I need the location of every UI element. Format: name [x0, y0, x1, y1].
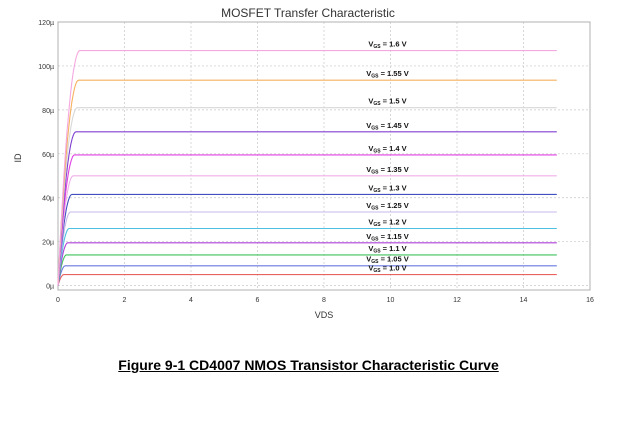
y-tick-label: 80µ: [42, 108, 54, 115]
chart-title: MOSFET Transfer Characteristic: [221, 6, 395, 20]
series-label: VGS = 1.1 V: [368, 244, 406, 255]
series-lines: [57, 50, 557, 286]
y-tick-label: 120µ: [38, 20, 54, 27]
series-label: VGS = 1.4 V: [368, 144, 406, 155]
series-label: VGS = 1.25 V: [366, 201, 408, 212]
y-tick-label: 40µ: [42, 196, 54, 203]
series-line: [57, 50, 557, 286]
y-tick-label: 0µ: [46, 284, 54, 291]
x-tick-label: 10: [387, 297, 395, 304]
x-tick-label: 2: [123, 297, 127, 304]
x-tick-label: 4: [189, 297, 193, 304]
grid: [57, 21, 591, 290]
x-tick-label: 16: [586, 297, 594, 304]
series-line: [57, 227, 557, 286]
y-tick-label: 60µ: [42, 152, 54, 159]
series-label: VGS = 1.55 V: [366, 69, 408, 80]
x-tick-label: 12: [453, 297, 461, 304]
series-line: [57, 254, 557, 286]
x-tick-label: 14: [520, 297, 528, 304]
series-line: [57, 242, 557, 286]
x-tick-label: 6: [256, 297, 260, 304]
series-label: VGS = 1.2 V: [368, 217, 406, 228]
y-tick-label: 100µ: [38, 64, 54, 71]
y-axis-label: ID: [13, 153, 23, 163]
series-label: VGS = 1.15 V: [366, 232, 408, 243]
series-label: VGS = 1.5 V: [368, 97, 406, 108]
y-tick-label: 20µ: [42, 240, 54, 247]
series-label: VGS = 1.45 V: [366, 121, 408, 131]
figure-caption: Figure 9-1 CD4007 NMOS Transistor Charac…: [118, 357, 499, 373]
series-label: VGS = 1.35 V: [366, 165, 408, 176]
plot-frame: [57, 21, 591, 291]
axes: 0 2 4 6 8 10 12 14 16 0µ 20µ 40µ 60µ 80µ 100µ 120µ: [38, 20, 594, 304]
series-label: VGS = 1.05 V: [366, 255, 408, 266]
series-line: [57, 193, 557, 286]
series-label: VGS = 1.0 V: [368, 264, 406, 275]
x-axis-label: VDS: [315, 310, 334, 320]
series-line: [57, 265, 557, 286]
series-line: [57, 175, 557, 286]
series-line: [57, 274, 557, 286]
x-tick-label: 0: [56, 297, 60, 304]
x-tick-label: 8: [322, 297, 326, 304]
series-line: [57, 107, 557, 286]
series-label: VGS = 1.6 V: [368, 40, 406, 51]
series-label: VGS = 1.3 V: [368, 183, 406, 194]
